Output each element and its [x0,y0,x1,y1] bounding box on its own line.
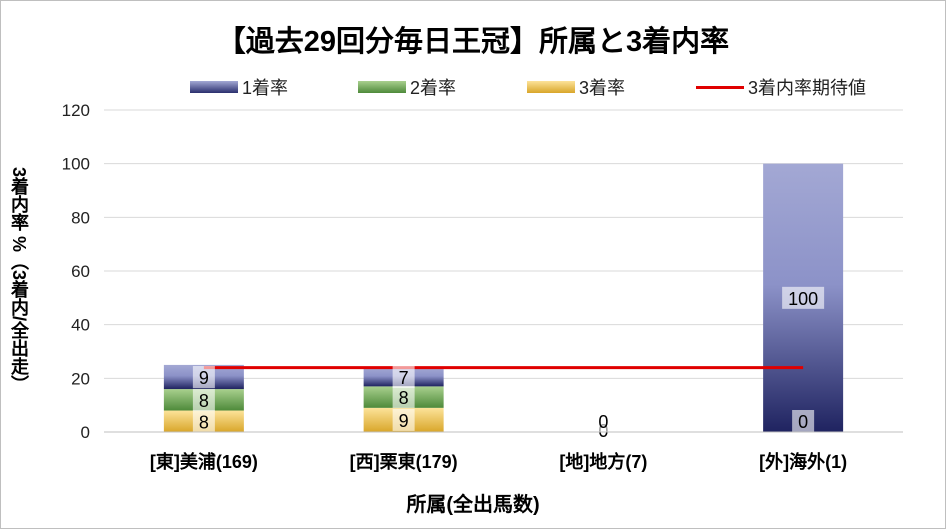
data-label-bg [392,365,415,388]
x-tick-label: [西]栗東(179) [350,451,458,472]
y-tick-label: 20 [71,369,90,388]
data-label: 7 [399,368,409,388]
legend-line-expected [696,86,744,89]
data-label-bg [782,286,825,309]
legend-label-3rd: 3着率 [579,78,626,98]
legend-swatch-3rd [527,81,575,93]
data-label-bg [192,410,215,433]
data-label-bg [392,408,415,431]
data-label: 0 [598,412,608,432]
data-label: 8 [199,412,209,432]
y-tick-label: 40 [71,316,90,335]
x-axis-label: 所属(全出馬数) [406,494,540,516]
data-label-bg [192,388,215,411]
data-label: 0 [798,412,808,432]
legend-swatch-1st [190,81,238,93]
y-tick-label: 80 [71,208,90,227]
legend-swatch-2nd [358,81,406,93]
x-tick-label: [地]地方(7) [559,451,647,472]
legend-label-expected: 3着内率期待値 [748,78,867,98]
data-label-bg [192,365,215,388]
data-label: 8 [399,388,409,408]
data-label: 9 [399,411,409,431]
legend-label-2nd: 2着率 [410,78,457,98]
data-label: 8 [199,391,209,411]
y-tick-label: 0 [81,423,90,442]
data-label: 9 [199,368,209,388]
y-tick-label: 60 [71,262,90,281]
y-axis-label: 3着内率 %（3着内/全出走） [9,166,29,394]
x-tick-label: [東]美浦(169) [150,451,258,472]
data-label-bg [792,410,815,432]
legend: 1着率 2着率 3着率 3着内率期待値 [0,73,946,98]
y-tick-label: 100 [62,155,90,174]
legend-label-1st: 1着率 [242,78,289,98]
data-label-bg [592,410,615,432]
data-label-bg [392,386,415,409]
y-tick-label: 120 [62,101,90,120]
x-tick-label: [外]海外(1) [759,451,847,472]
data-label: 100 [788,289,818,309]
chart-title: 【過去29回分毎日王冠】所属と3着内率 [216,26,730,58]
